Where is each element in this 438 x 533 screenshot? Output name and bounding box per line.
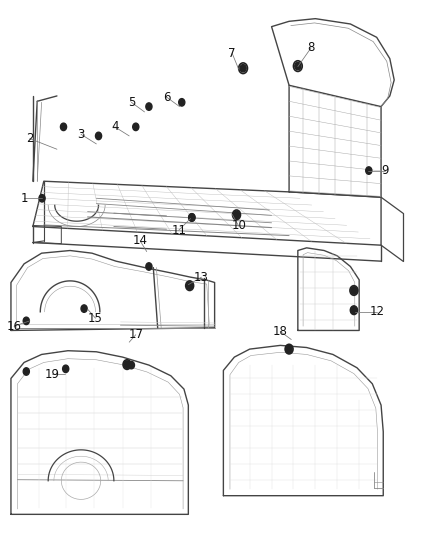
Circle shape [23,368,29,375]
Circle shape [124,361,130,368]
Text: 10: 10 [231,220,246,232]
Text: 16: 16 [7,320,21,333]
Circle shape [95,132,102,140]
Circle shape [187,282,193,289]
Text: 4: 4 [111,120,119,133]
Circle shape [240,64,246,72]
Circle shape [233,211,240,219]
Text: 18: 18 [273,325,288,338]
Text: 8: 8 [307,42,314,54]
Text: 1: 1 [20,192,28,205]
Text: 6: 6 [162,91,170,103]
Circle shape [133,123,139,131]
Circle shape [146,263,152,270]
Circle shape [81,305,87,312]
Circle shape [366,167,372,174]
Text: 5: 5 [128,96,135,109]
Text: 15: 15 [88,312,103,325]
Text: 2: 2 [26,132,34,145]
Circle shape [286,345,292,353]
Circle shape [39,195,45,202]
Circle shape [63,365,69,373]
Text: 19: 19 [44,368,59,381]
Circle shape [351,306,357,314]
Text: 3: 3 [78,128,85,141]
Text: 9: 9 [381,164,389,177]
Circle shape [128,361,134,369]
Circle shape [146,103,152,110]
Circle shape [351,287,357,294]
Circle shape [295,62,301,70]
Circle shape [179,99,185,106]
Text: 11: 11 [171,224,186,237]
Circle shape [23,317,29,325]
Text: 14: 14 [133,235,148,247]
Text: 12: 12 [369,305,384,318]
Text: 7: 7 [228,47,236,60]
Circle shape [60,123,67,131]
Circle shape [189,214,195,221]
Text: 13: 13 [194,271,209,284]
Text: 17: 17 [128,328,143,341]
